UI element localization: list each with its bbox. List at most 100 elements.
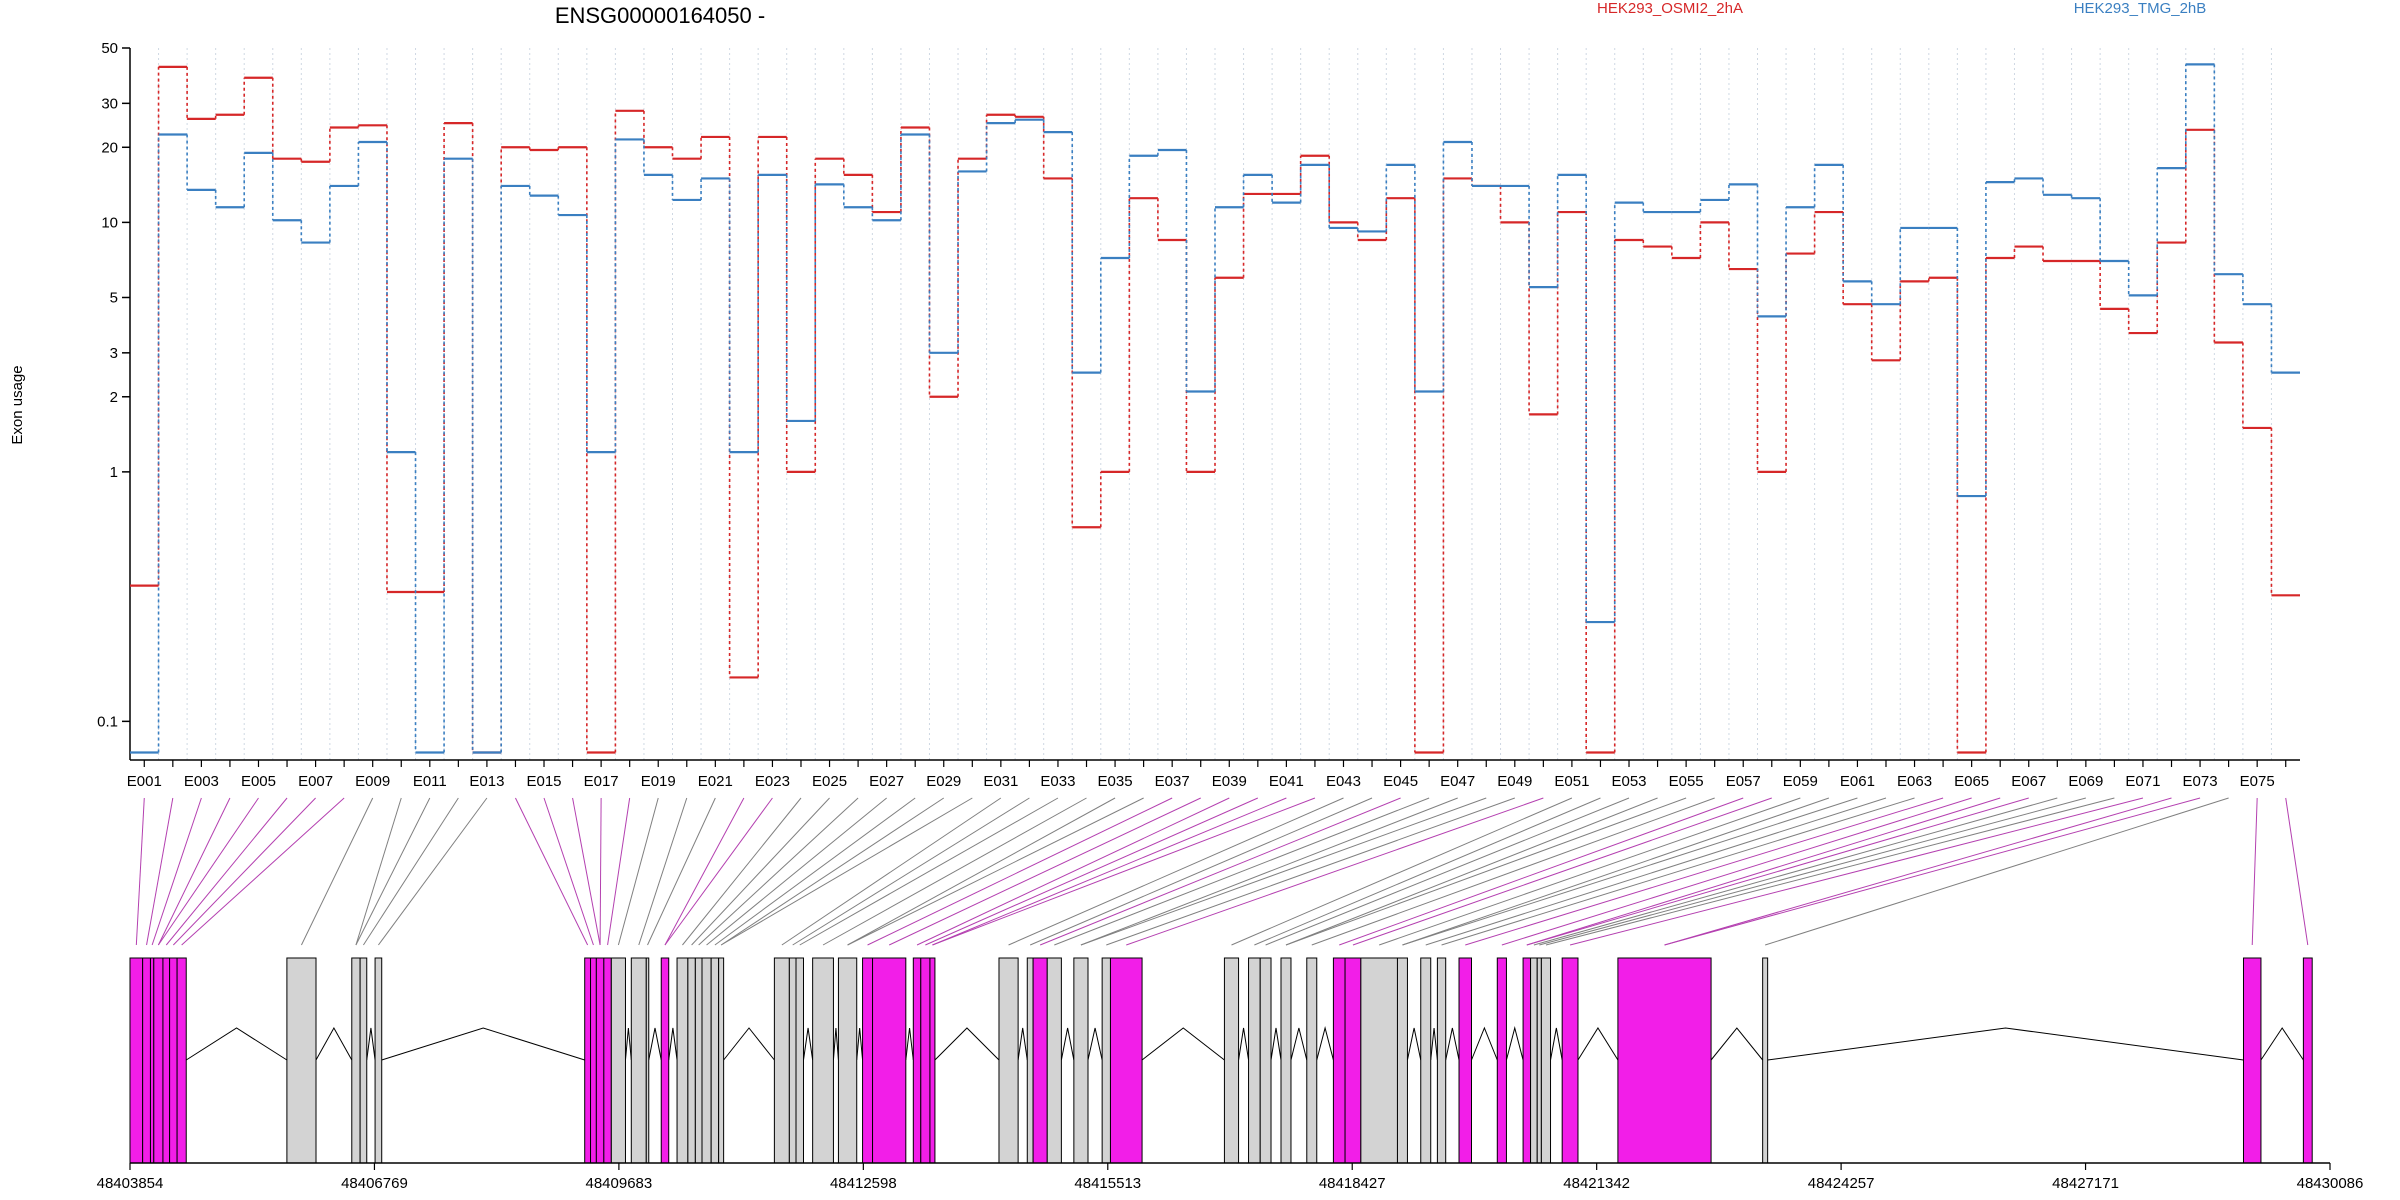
exon-box [630, 957, 647, 1164]
mapping-line [1339, 797, 1744, 946]
intron-connector [1238, 1027, 1250, 1061]
intron-connector [832, 1027, 839, 1061]
mapping-line [377, 797, 488, 946]
x-tick-label: E029 [926, 773, 961, 790]
intron-connector [1710, 1027, 1764, 1061]
mapping-line [1545, 797, 2115, 946]
mapping-line [847, 797, 1144, 946]
mapping-line [1231, 797, 1573, 946]
exon-box [710, 957, 720, 1164]
exon-box [1101, 957, 1111, 1164]
mapping-line [1441, 797, 1915, 946]
intron-connector [185, 1027, 288, 1061]
x-tick-label: E001 [127, 773, 162, 790]
mapping-line [1106, 797, 1515, 946]
exon-box [912, 957, 922, 1164]
x-tick-label: E069 [2068, 773, 2103, 790]
series-layer [130, 63, 2300, 754]
x-tick-label: E047 [1440, 773, 1475, 790]
mapping-line [172, 797, 316, 946]
mapping-line [932, 797, 1287, 946]
mapping-line [363, 797, 459, 946]
mapping-line [135, 797, 145, 946]
intron-connector [624, 1027, 632, 1061]
exon-box [1522, 957, 1532, 1164]
mapping-line [572, 797, 601, 946]
exon-box [645, 957, 650, 1164]
intron-connector [1141, 1027, 1225, 1061]
mapping-line [888, 797, 1201, 946]
x-tick-label: E025 [812, 773, 847, 790]
mapping-line [355, 797, 431, 946]
exon-box [837, 957, 858, 1164]
intron-connector [1406, 1027, 1422, 1061]
coordinate-label: 48418427 [1319, 1175, 1386, 1192]
mapping-line [1285, 797, 1687, 946]
intron-connector [1550, 1027, 1563, 1061]
gene-model [129, 957, 2313, 1164]
x-tick-label: E009 [355, 773, 390, 790]
intron-connector [2260, 1027, 2304, 1061]
mapping-line [1029, 797, 1373, 946]
x-tick-label: E033 [1040, 773, 1075, 790]
intron-connector [1577, 1027, 1619, 1061]
exon-box [169, 957, 178, 1164]
exon-box [1536, 957, 1542, 1164]
y-tick-label: 3 [110, 345, 118, 362]
exon-box [1561, 957, 1579, 1164]
exon-box [2302, 957, 2313, 1164]
intron-connector [905, 1027, 914, 1061]
exon-box [812, 957, 834, 1164]
mapping-line [1265, 797, 1630, 946]
x-tick-label: E063 [1897, 773, 1932, 790]
exon-box [920, 957, 931, 1164]
mapping-line [146, 797, 174, 946]
mapping-line [2251, 797, 2258, 946]
mapping-line [1664, 797, 2201, 946]
x-tick-label: E067 [2011, 773, 2046, 790]
exon-box [359, 957, 368, 1164]
coordinate-label: 48421342 [1563, 1175, 1630, 1192]
mapping-line [157, 797, 259, 946]
exon-box [676, 957, 689, 1164]
mapping-line [181, 797, 345, 946]
x-tick-label: E065 [1954, 773, 1989, 790]
mapping-line [1054, 797, 1430, 946]
mapping-line [638, 797, 688, 946]
mapping-line [847, 797, 1116, 946]
exon-box [998, 957, 1019, 1164]
exon-box [286, 957, 317, 1164]
exon-box [176, 957, 187, 1164]
intron-connector [934, 1027, 1000, 1061]
exon-box [1248, 957, 1261, 1164]
exon-box [1026, 957, 1034, 1164]
x-tick-label: E071 [2125, 773, 2160, 790]
y-tick-label: 0.1 [97, 713, 118, 730]
exon-box [1360, 957, 1398, 1164]
exon-box [1420, 957, 1432, 1164]
exon-box [718, 957, 725, 1164]
exon-box [162, 957, 171, 1164]
mapping-line [925, 797, 1259, 946]
mapping-line [781, 797, 1002, 946]
exon-box [1223, 957, 1240, 1164]
x-tick-label: E037 [1155, 773, 1190, 790]
mapping-line [1008, 797, 1344, 946]
mapping-line [916, 797, 1230, 946]
exon-box [862, 957, 874, 1164]
x-tick-label: E011 [413, 773, 447, 790]
mapping-line [822, 797, 1087, 946]
y-axis-label: Exon usage [9, 365, 26, 444]
coordinate-axis: 48403854 48406769 48409683 48412598 48415513… [97, 1162, 2363, 1192]
exon-box [1259, 957, 1272, 1164]
y-tick-label: 5 [110, 289, 118, 306]
exon-box [1306, 957, 1318, 1164]
mapping-line [698, 797, 859, 946]
mapping-line [1080, 797, 1487, 946]
intron-connector [315, 1026, 353, 1061]
x-tick-label: E075 [2240, 773, 2275, 790]
mapping-line [691, 797, 830, 946]
x-tick-label: E049 [1497, 773, 1532, 790]
mapping-line [720, 797, 945, 946]
